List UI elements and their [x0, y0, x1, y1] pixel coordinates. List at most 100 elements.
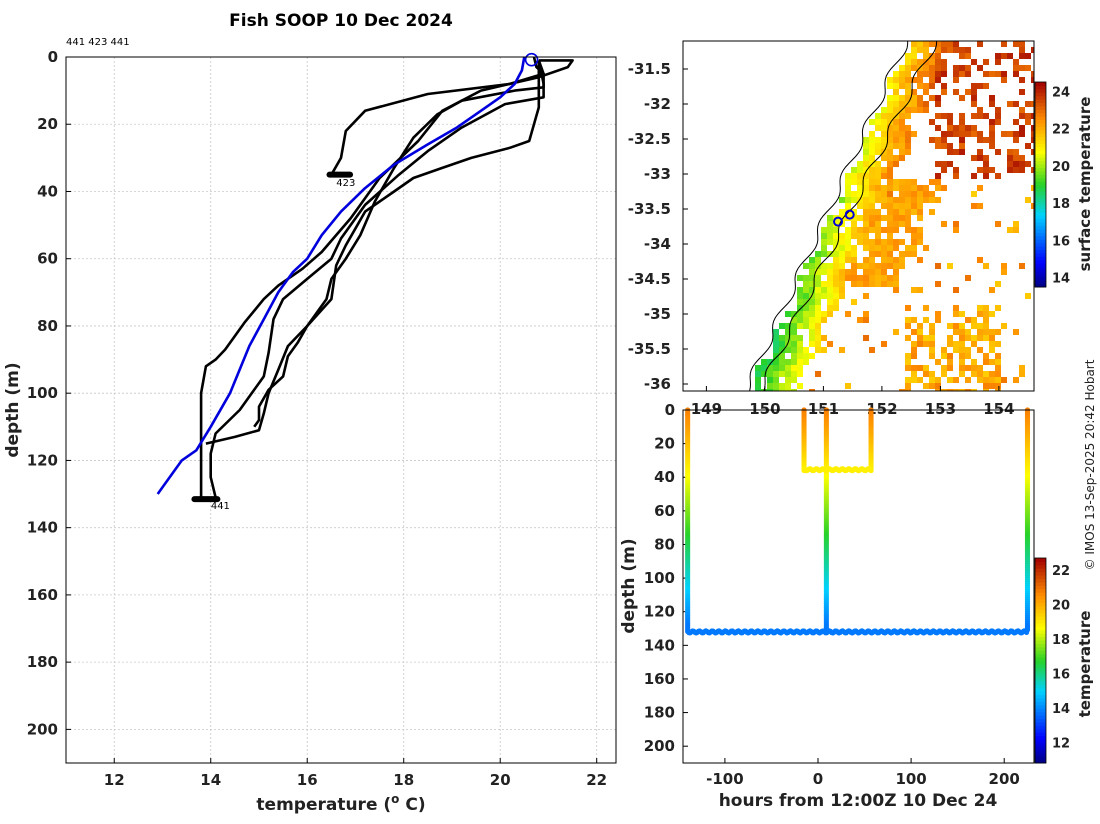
sst-cell [857, 317, 863, 323]
sst-cell [869, 137, 875, 143]
sst-cell [1019, 113, 1025, 119]
sst-cell [1031, 71, 1034, 77]
sst-cell [1013, 137, 1019, 143]
sst-cell [869, 263, 875, 269]
sst-cell [821, 239, 827, 245]
sst-cell [773, 329, 779, 335]
sst-cell [809, 269, 815, 275]
sst-cell [953, 221, 959, 227]
sst-cell [851, 191, 857, 197]
sst-cell [827, 287, 833, 293]
sst-cell [905, 221, 911, 227]
sst-cell [785, 383, 791, 389]
sst-cell [863, 149, 869, 155]
sst-cell [821, 311, 827, 317]
sst-cell [1007, 101, 1013, 107]
sst-cell [1031, 149, 1034, 155]
sst-cell [983, 317, 989, 323]
sst-cell [887, 167, 893, 173]
sst-cell [953, 167, 959, 173]
sst-cell [923, 53, 929, 59]
sst-cell [911, 41, 917, 47]
sst-cell [929, 329, 935, 335]
sst-cell [959, 149, 965, 155]
colorbar-segment [1035, 626, 1046, 631]
sst-cell [971, 323, 977, 329]
timeseries-colorbar-label: temperature [1076, 611, 1094, 718]
sst-cell [947, 161, 953, 167]
sst-cell [899, 221, 905, 227]
sst-cell [911, 371, 917, 377]
sst-cell [887, 131, 893, 137]
sst-cell [773, 371, 779, 377]
sst-cell [845, 269, 851, 275]
sst-cell [1025, 113, 1031, 119]
colorbar-segment [1035, 263, 1046, 267]
sst-cell [989, 125, 995, 131]
sst-cell [863, 293, 869, 299]
sst-cell [953, 77, 959, 83]
sst-cell [863, 179, 869, 185]
sst-cell [857, 185, 863, 191]
sst-cell [881, 131, 887, 137]
sst-cell [863, 335, 869, 341]
sst-cell [941, 71, 947, 77]
sst-cell [941, 167, 947, 173]
map-x-tick-label: 152 [866, 400, 897, 418]
sst-cell [899, 149, 905, 155]
sst-cell [767, 371, 773, 377]
sst-cell [983, 329, 989, 335]
sst-cell [893, 77, 899, 83]
colorbar-segment [1035, 674, 1046, 679]
sst-cell [953, 341, 959, 347]
sst-cell [965, 365, 971, 371]
sst-cell [923, 65, 929, 71]
sst-cell [887, 155, 893, 161]
sst-cell [815, 347, 821, 353]
sst-cell [959, 53, 965, 59]
sst-cell [785, 359, 791, 365]
map-y-tick-label: -34.5 [628, 270, 671, 288]
sst-cell [815, 335, 821, 341]
colorbar-segment [1035, 739, 1046, 743]
sst-cell [821, 335, 827, 341]
sst-cell [755, 383, 761, 389]
sst-cell [953, 89, 959, 95]
sst-cell [839, 269, 845, 275]
colorbar-segment [1035, 95, 1046, 100]
sst-cell [773, 359, 779, 365]
sst-cell [977, 83, 983, 89]
ts-y-tick-label: 180 [644, 704, 675, 722]
sst-cell [875, 191, 881, 197]
sst-cell [821, 269, 827, 275]
colorbar-segment [1035, 160, 1046, 165]
sst-cell [989, 131, 995, 137]
sst-cell [977, 131, 983, 137]
sst-cell [911, 89, 917, 95]
sst-cell [893, 221, 899, 227]
sst-cell [953, 305, 959, 311]
sst-cell [1019, 167, 1025, 173]
sst-cell [845, 179, 851, 185]
sst-cell [911, 185, 917, 191]
sst-cell [953, 71, 959, 77]
sst-cell [803, 287, 809, 293]
sst-cell [983, 83, 989, 89]
colorbar-segment [1035, 619, 1046, 624]
sst-cell [857, 203, 863, 209]
sst-cell [887, 257, 893, 263]
sst-cell [899, 179, 905, 185]
sst-cell [941, 65, 947, 71]
sst-cell [941, 365, 947, 371]
sst-cell [815, 299, 821, 305]
sst-cell [911, 341, 917, 347]
sst-cell [929, 53, 935, 59]
colorbar-segment [1035, 725, 1046, 730]
sst-cell [935, 173, 941, 179]
sst-cell [785, 323, 791, 329]
sst-cell [863, 197, 869, 203]
sst-cell [947, 119, 953, 125]
sst-cell [857, 227, 863, 233]
sst-cell [941, 47, 947, 53]
ts-y-tick-label: 0 [665, 401, 675, 419]
